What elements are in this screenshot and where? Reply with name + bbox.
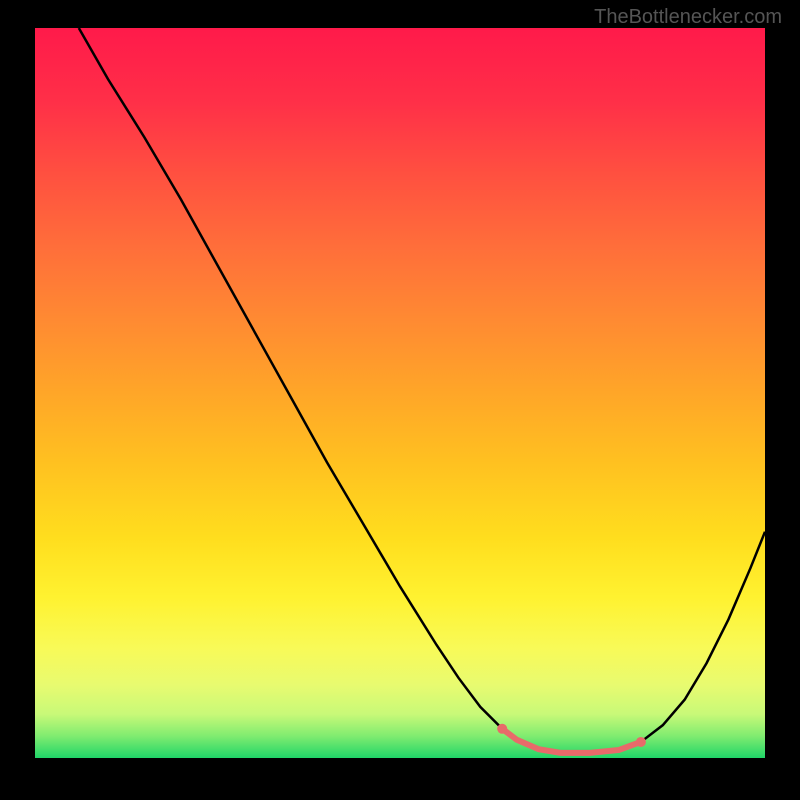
marker-cap-start bbox=[497, 724, 507, 734]
curve-overlay bbox=[35, 28, 765, 758]
optimal-range-marker bbox=[502, 729, 641, 753]
plot-area bbox=[35, 28, 765, 758]
watermark-text: TheBottlenecker.com bbox=[594, 6, 782, 29]
marker-cap-end bbox=[636, 737, 646, 747]
bottleneck-curve bbox=[79, 28, 765, 753]
